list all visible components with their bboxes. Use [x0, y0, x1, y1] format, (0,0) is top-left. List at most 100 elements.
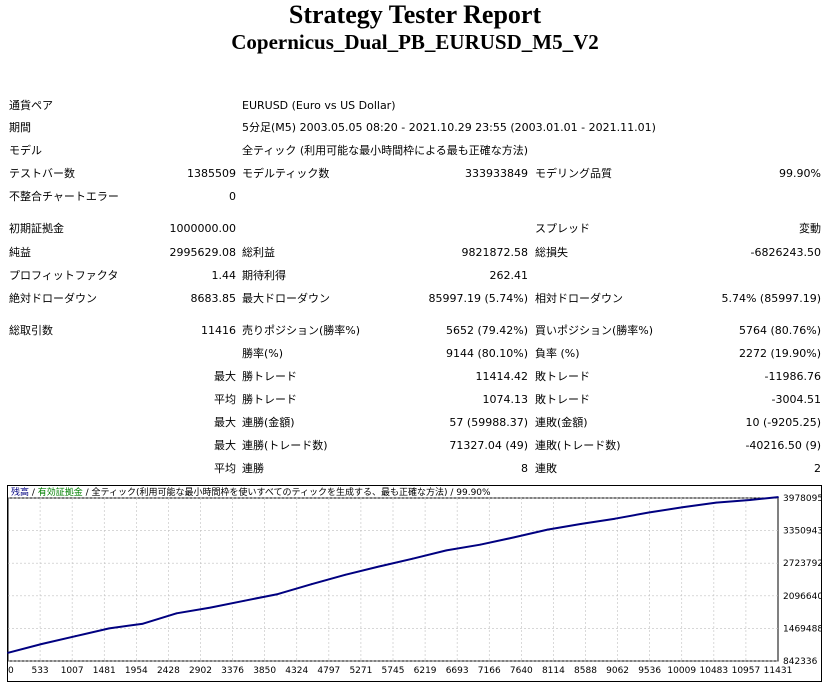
period-value: 5分足(M5) 2003.05.05 08:20 - 2021.10.29 23… — [242, 121, 656, 134]
win-rate-value: 9144 (80.10%) — [445, 347, 528, 360]
max-consecutive-wins-value: 57 (59988.37) — [449, 416, 528, 429]
average-consecutive-losses-label: 連敗 — [535, 462, 557, 475]
balance-point — [777, 496, 779, 498]
long-positions-label: 買いポジション(勝率%) — [535, 324, 654, 337]
x-tick-label: 6693 — [446, 666, 469, 676]
balance-point — [681, 506, 684, 509]
balance-point — [580, 523, 583, 525]
x-tick-label: 2902 — [189, 666, 212, 676]
balance-point — [749, 499, 751, 501]
deposit-value: 1000000.00 — [169, 222, 236, 235]
balance-point — [175, 612, 178, 615]
relative-drawdown-label: 相対ドローダウン — [535, 292, 623, 305]
balance-line — [7, 496, 779, 654]
y-tick-label: 3978095 — [783, 494, 822, 504]
chart-legend: 残高 / 有効証拠金 / 全ティック(利用可能な最小時間枠を使いすべてのティック… — [11, 486, 491, 498]
report-title: Strategy Tester Report — [288, 0, 542, 29]
largest-prefix: 最大 — [214, 370, 236, 383]
ticks-value: 333933849 — [465, 167, 528, 180]
balance-point — [378, 565, 380, 568]
balance-point — [40, 643, 43, 645]
max-consecutive-loss-label: 連敗(トレード数) — [535, 439, 621, 452]
expected-payoff-value: 262.41 — [489, 269, 529, 282]
expected-payoff-label: 期待利得 — [242, 269, 286, 282]
balance-point — [209, 606, 212, 609]
profit-factor-value: 1.44 — [211, 269, 237, 282]
short-positions-label: 売りポジション(勝率%) — [242, 324, 361, 337]
x-tick-label: 7166 — [478, 666, 501, 676]
balance-point — [647, 511, 650, 514]
balance-point — [108, 627, 111, 630]
max-consecutive-losses-value: 10 (-9205.25) — [745, 416, 821, 429]
absolute-drawdown-value: 8683.85 — [190, 292, 237, 305]
balance-point — [445, 549, 448, 552]
balance-chart: 残高 / 有効証拠金 / 全ティック(利用可能な最小時間枠を使いすべてのティック… — [7, 485, 822, 682]
x-tick-label: 4797 — [317, 666, 340, 676]
largest-loss-label: 敗トレード — [535, 370, 590, 383]
gross-loss-value: -6826243.50 — [750, 246, 821, 259]
x-tick-label: 3850 — [253, 666, 276, 676]
report-subtitle: Copernicus_Dual_PB_EURUSD_M5_V2 — [231, 30, 599, 54]
absolute-drawdown-label: 絶対ドローダウン — [9, 292, 97, 305]
y-tick-label: 842336 — [783, 657, 818, 667]
x-tick-label: 5271 — [349, 666, 372, 676]
max-drawdown-value: 85997.19 (5.74%) — [428, 292, 528, 305]
x-tick-label: 1007 — [61, 666, 84, 676]
net-profit-value: 2995629.08 — [169, 246, 236, 259]
y-tick-label: 2096640 — [783, 592, 822, 602]
total-trades-label: 総取引数 — [9, 324, 53, 337]
relative-drawdown-value: 5.74% (85997.19) — [721, 292, 821, 305]
symbol-label: 通貨ペア — [9, 99, 53, 112]
x-tick-label: 6219 — [414, 666, 437, 676]
short-positions-value: 5652 (79.42%) — [445, 324, 528, 337]
balance-point — [344, 573, 347, 576]
x-tick-label: 5745 — [382, 666, 405, 676]
loss-rate-value: 2272 (19.90%) — [738, 347, 821, 360]
quality-label: モデリング品質 — [535, 167, 612, 180]
x-tick-label: 10009 — [667, 666, 696, 676]
max-consecutive-losses-label: 連敗(金額) — [535, 416, 588, 429]
avg-consec-prefix: 平均 — [214, 462, 236, 475]
x-tick-label: 10483 — [700, 666, 729, 676]
max-drawdown-label: 最大ドローダウン — [242, 292, 330, 305]
legend-item: 残高 — [11, 486, 29, 498]
x-tick-label: 2428 — [157, 666, 180, 676]
largest-win-value: 11414.42 — [475, 370, 529, 383]
x-tick-label: 4324 — [285, 666, 308, 676]
average-loss-label: 敗トレード — [535, 393, 590, 406]
net-profit-label: 純益 — [9, 246, 31, 259]
balance-point — [513, 536, 515, 539]
spread-label: スプレッド — [535, 222, 590, 235]
balance-point — [479, 543, 481, 546]
balance-point — [7, 651, 9, 654]
quality-value: 99.90% — [779, 167, 821, 180]
x-tick-label: 533 — [31, 666, 48, 676]
gross-profit-value: 9821872.58 — [461, 246, 528, 259]
long-positions-value: 5764 (80.76%) — [738, 324, 821, 337]
x-tick-label: 7640 — [510, 666, 533, 676]
loss-rate-label: 負率 (%) — [535, 347, 580, 360]
gross-profit-label: 総利益 — [242, 246, 275, 259]
bars-value: 1385509 — [187, 167, 236, 180]
legend-item: 有効証拠金 — [38, 486, 83, 498]
average-consecutive-losses-value: 2 — [814, 462, 821, 475]
max-consecutive-profit-label: 連勝(トレード数) — [242, 439, 328, 452]
x-tick-label: 10957 — [732, 666, 761, 676]
deposit-label: 初期証拠金 — [9, 222, 64, 235]
profit-factor-label: プロフィットファクタ — [9, 269, 119, 282]
win-rate-label: 勝率(%) — [242, 347, 284, 360]
y-tick-label: 3350943 — [783, 527, 822, 537]
x-tick-label: 0 — [8, 666, 14, 676]
symbol-value: EURUSD (Euro vs US Dollar) — [242, 99, 396, 112]
average-prefix: 平均 — [214, 393, 236, 406]
average-loss-value: -3004.51 — [771, 393, 821, 406]
x-tick-label: 9062 — [606, 666, 629, 676]
total-trades-value: 11416 — [201, 324, 236, 337]
average-win-value: 1074.13 — [482, 393, 529, 406]
ticks-label: モデルティック数 — [242, 167, 330, 180]
max-consecutive-wins-label: 連勝(金額) — [242, 416, 295, 429]
balance-point — [614, 517, 616, 520]
mismatch-value: 0 — [229, 190, 236, 203]
max-consecutive-profit-value: 71327.04 (49) — [449, 439, 528, 452]
balance-point — [276, 593, 279, 595]
